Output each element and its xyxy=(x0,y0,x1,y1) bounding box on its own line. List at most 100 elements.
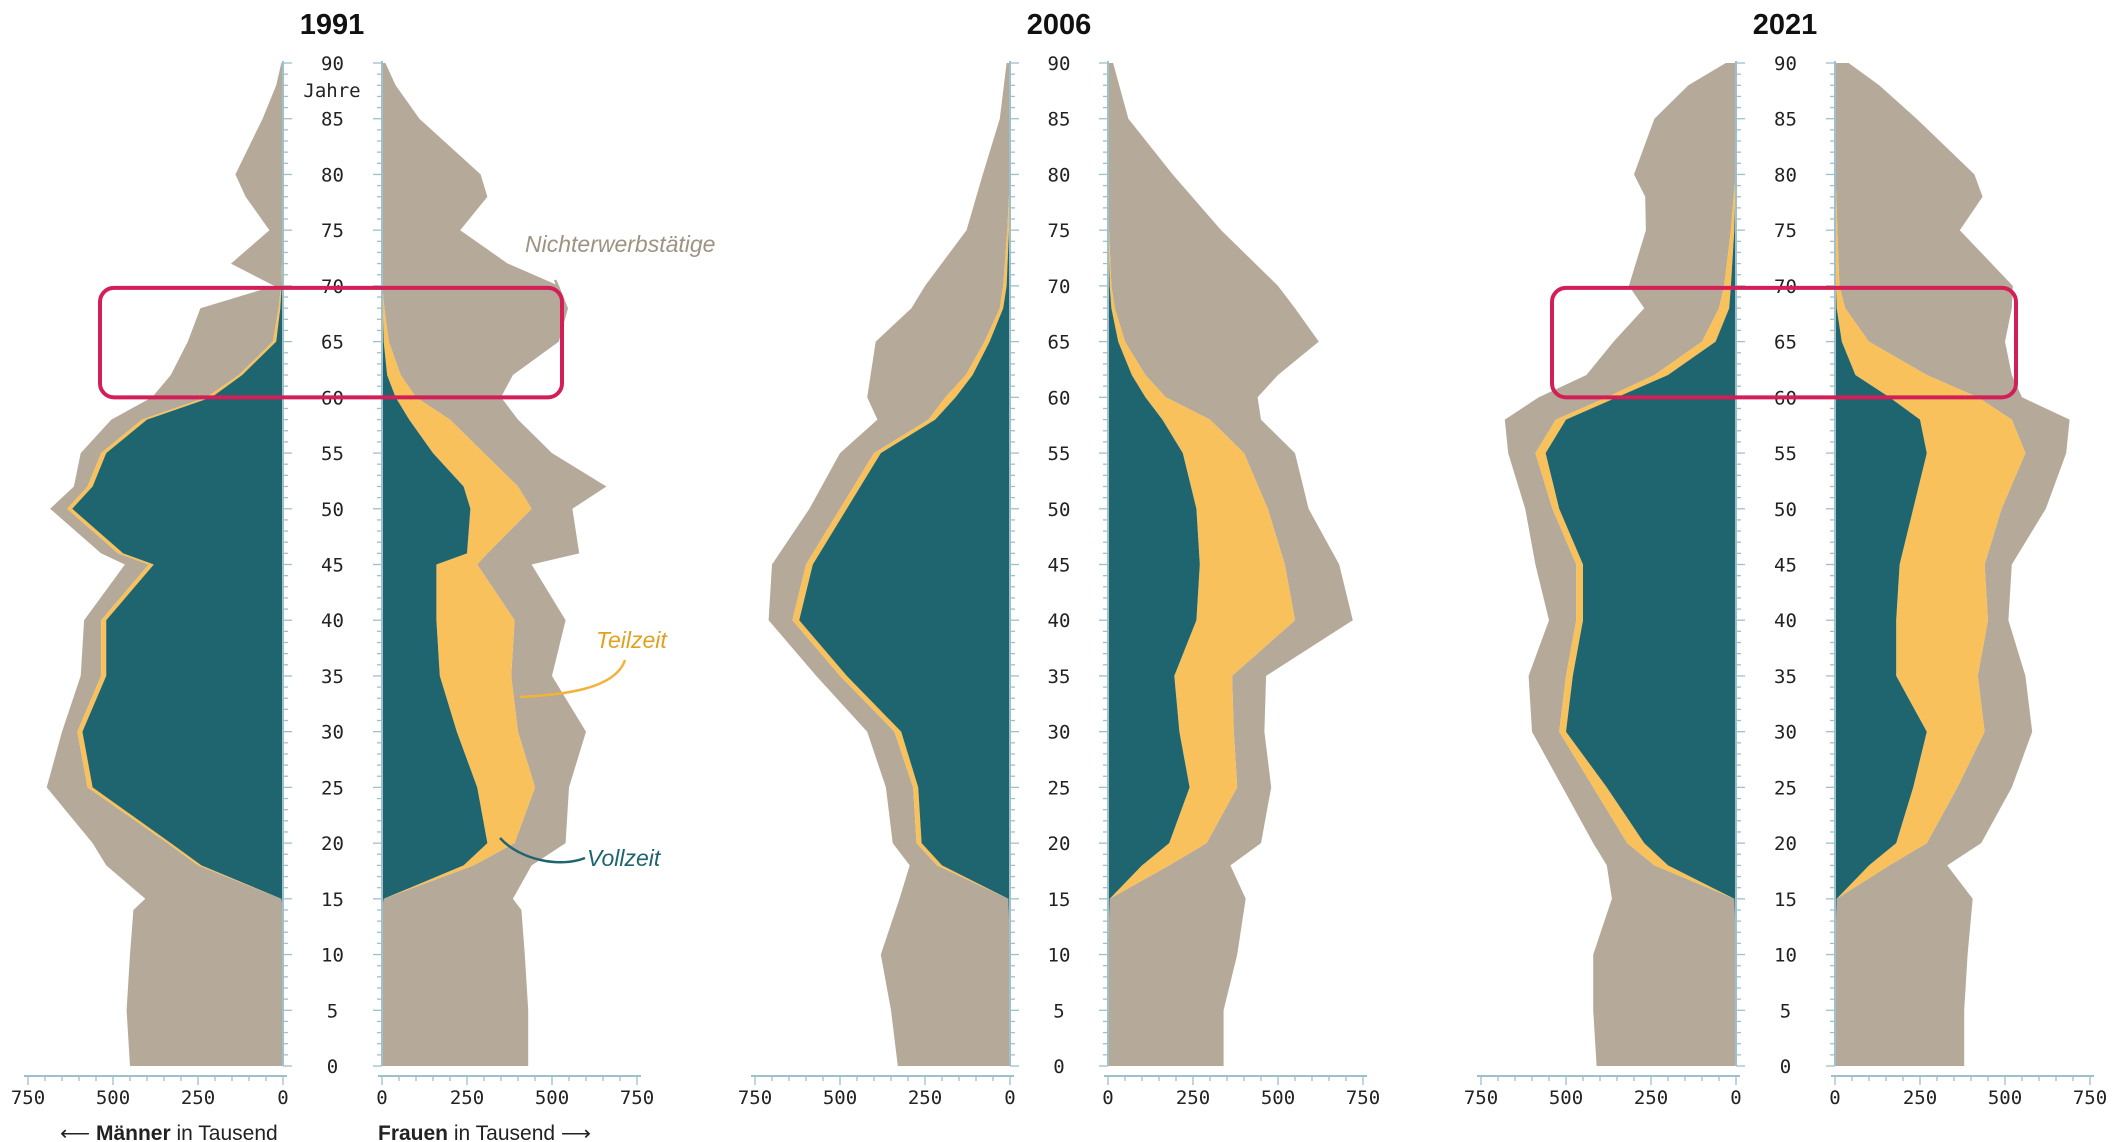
panel-2006: 2006 0 5 10 15 20 25 30 35 40 45 50 55 60 65 70 75 80 85 90… xyxy=(738,9,1380,1109)
age-tick-label: 80 xyxy=(1774,164,1797,186)
age-tick-label: 25 xyxy=(1774,777,1797,799)
age-tick-label: 50 xyxy=(1048,499,1071,521)
age-tick-label: 30 xyxy=(1048,722,1071,744)
x-tick-label: 0 xyxy=(1829,1087,1840,1109)
men-nichterwerbstaetige-area-2006 xyxy=(768,63,1010,1066)
age-tick-label: 65 xyxy=(1774,332,1797,354)
panel-2021: 2021051015202530354045505560657075808590… xyxy=(1464,9,2107,1109)
vollzeit-leader-line xyxy=(499,837,586,864)
age-tick-label: 25 xyxy=(321,777,344,799)
panel-title-2006: 2006 xyxy=(1027,9,1092,41)
x-tick-label: 250 xyxy=(181,1087,215,1109)
x-tick-label: 500 xyxy=(1988,1087,2022,1109)
age-tick-label: 45 xyxy=(321,555,344,577)
age-tick-label: 90 xyxy=(1048,53,1071,75)
age-tick-label: 80 xyxy=(321,164,344,186)
x-tick-label: 750 xyxy=(620,1087,654,1109)
frauen-axis-caption: Frauen in Tausend ⟶ xyxy=(378,1122,591,1142)
age-tick-label: 15 xyxy=(1048,889,1071,911)
age-unit-label: Jahre xyxy=(303,80,360,102)
teilzeit-leader-line xyxy=(519,659,627,699)
men-vollzeit-area-2006 xyxy=(799,63,1010,1066)
x-tick-label: 250 xyxy=(450,1087,484,1109)
vollzeit-annotation: Vollzeit xyxy=(587,845,662,871)
age-tick-label: 45 xyxy=(1048,555,1071,577)
age-tick-label: 45 xyxy=(1774,555,1797,577)
men-vollzeit-area-1991 xyxy=(72,63,283,1066)
age-tick-label: 40 xyxy=(1774,610,1797,632)
x-tick-label: 0 xyxy=(376,1087,387,1109)
age-tick-label: 85 xyxy=(1048,109,1071,131)
panel-title-1991: 1991 xyxy=(300,9,365,41)
age-tick-label: 5 xyxy=(1780,1000,1791,1022)
age-tick-label: 30 xyxy=(1774,722,1797,744)
age-tick-label: 0 xyxy=(1053,1056,1064,1078)
age-tick-label: 0 xyxy=(1780,1056,1791,1078)
age-tick-label: 55 xyxy=(1048,443,1071,465)
age-tick-label: 75 xyxy=(1048,220,1071,242)
women-nichterwerbstaetige-area-2021 xyxy=(1835,63,2070,1066)
x-tick-label: 750 xyxy=(738,1087,772,1109)
highlight-box-2021 xyxy=(1550,285,2018,400)
x-tick-label: 750 xyxy=(1464,1087,1498,1109)
age-tick-label: 25 xyxy=(1048,777,1071,799)
age-tick-label: 65 xyxy=(321,332,344,354)
age-tick-label: 35 xyxy=(1048,666,1071,688)
age-tick-label: 65 xyxy=(1048,332,1071,354)
age-tick-label: 0 xyxy=(327,1056,338,1078)
nichterwerbstaetige-annotation: Nichterwerbstätige xyxy=(525,231,715,257)
age-tick-label: 20 xyxy=(1048,833,1071,855)
highlight-box-1991 xyxy=(98,285,564,400)
x-tick-label: 500 xyxy=(1261,1087,1295,1109)
men-nichterwerbstaetige-area-1991 xyxy=(46,63,284,1066)
women-vollzeit-area-2006 xyxy=(1108,63,1200,1066)
age-tick-label: 30 xyxy=(321,722,344,744)
age-tick-label: 40 xyxy=(1048,610,1071,632)
women-teilzeit-area-2021 xyxy=(1835,63,2026,1066)
x-tick-label: 500 xyxy=(96,1087,130,1109)
women-vollzeit-area-2021 xyxy=(1835,63,1927,1066)
women-nichterwerbstaetige-area-1991 xyxy=(382,63,607,1066)
x-tick-label: 0 xyxy=(1102,1087,1113,1109)
age-tick-label: 15 xyxy=(1774,889,1797,911)
x-tick-label: 750 xyxy=(2073,1087,2107,1109)
x-tick-label: 0 xyxy=(1730,1087,1741,1109)
teilzeit-annotation: Teilzeit xyxy=(596,627,668,653)
age-tick-label: 60 xyxy=(1048,387,1071,409)
x-tick-label: 0 xyxy=(277,1087,288,1109)
age-tick-label: 70 xyxy=(1048,276,1071,298)
age-tick-label: 5 xyxy=(1053,1000,1064,1022)
x-tick-label: 0 xyxy=(1004,1087,1015,1109)
panel-title-2021: 2021 xyxy=(1753,9,1818,41)
age-tick-label: 55 xyxy=(1774,443,1797,465)
age-tick-label: 50 xyxy=(1774,499,1797,521)
x-tick-label: 250 xyxy=(1634,1087,1668,1109)
x-tick-label: 500 xyxy=(535,1087,569,1109)
age-tick-label: 10 xyxy=(1048,945,1071,967)
men-nichterwerbstaetige-area-2021 xyxy=(1504,63,1736,1066)
age-tick-label: 40 xyxy=(321,610,344,632)
x-tick-label: 750 xyxy=(1346,1087,1380,1109)
x-tick-label: 500 xyxy=(823,1087,857,1109)
age-tick-label: 75 xyxy=(1774,220,1797,242)
age-tick-label: 90 xyxy=(1774,53,1797,75)
age-tick-label: 35 xyxy=(1774,666,1797,688)
age-tick-label: 80 xyxy=(1048,164,1071,186)
age-tick-label: 50 xyxy=(321,499,344,521)
age-tick-label: 35 xyxy=(321,666,344,688)
age-tick-label: 15 xyxy=(321,889,344,911)
women-vollzeit-area-1991 xyxy=(382,63,488,1066)
women-teilzeit-area-1991 xyxy=(382,63,535,1066)
x-tick-label: 250 xyxy=(1176,1087,1210,1109)
x-tick-label: 750 xyxy=(11,1087,45,1109)
x-tick-label: 250 xyxy=(1903,1087,1937,1109)
age-tick-label: 10 xyxy=(321,945,344,967)
maenner-axis-caption: ⟵ Männer in Tausend xyxy=(60,1122,278,1142)
age-tick-label: 20 xyxy=(1774,833,1797,855)
women-nichterwerbstaetige-area-2006 xyxy=(1108,63,1353,1066)
age-tick-label: 75 xyxy=(321,220,344,242)
age-tick-label: 20 xyxy=(321,833,344,855)
age-tick-label: 85 xyxy=(321,109,344,131)
age-tick-label: 10 xyxy=(1774,945,1797,967)
